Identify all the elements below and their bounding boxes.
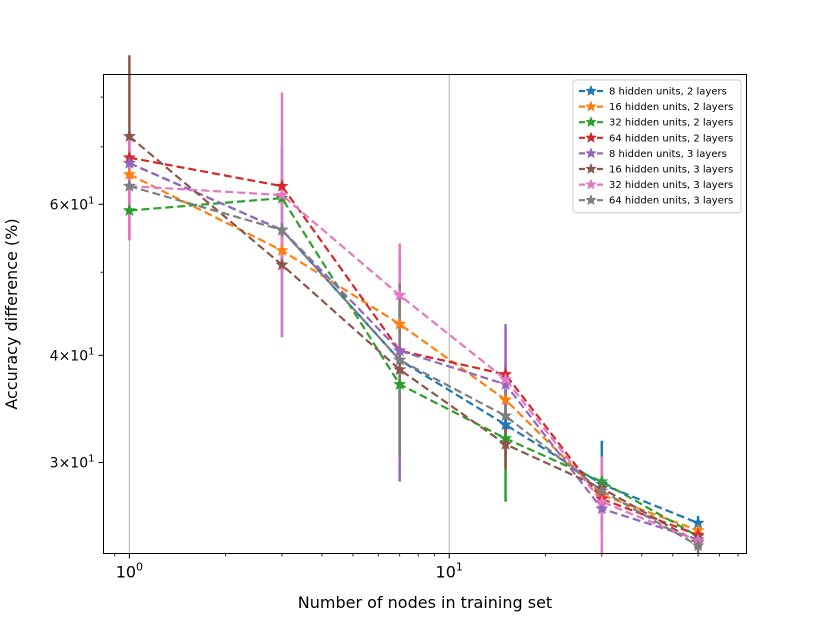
series-line-2 bbox=[129, 196, 699, 538]
legend: 8 hidden units, 2 layers 16 hidden units,… bbox=[572, 79, 742, 214]
legend-entry-7: 64 hidden units, 3 layers bbox=[609, 196, 733, 207]
series-line-layer bbox=[128, 135, 699, 547]
series-line-3 bbox=[129, 156, 699, 536]
legend-marker-4 bbox=[585, 147, 597, 159]
y-axis-label: Accuracy difference (%) bbox=[2, 218, 21, 409]
x-tick-label-0: 100 bbox=[116, 561, 143, 582]
x-tick-label-1: 101 bbox=[436, 561, 463, 582]
legend-marker-5 bbox=[585, 162, 597, 174]
series-line-5 bbox=[128, 135, 699, 544]
tick-layer: 100 101 3×101 4×101 6×101 bbox=[50, 96, 739, 582]
plot-frame bbox=[103, 74, 747, 554]
marker-s0-p3 bbox=[499, 417, 513, 431]
marker-s1-p0 bbox=[122, 167, 136, 180]
marker-s6-p2 bbox=[393, 288, 407, 301]
marker-s4-p0 bbox=[122, 156, 136, 169]
legend-marker-7 bbox=[585, 194, 597, 206]
marker-s6-p3 bbox=[499, 372, 513, 385]
legend-entry-1: 16 hidden units, 2 layers bbox=[609, 102, 733, 113]
marker-s5-p0 bbox=[122, 129, 136, 142]
y-tick-label-2: 6×101 bbox=[50, 195, 95, 213]
marker-s6-p1 bbox=[275, 188, 289, 201]
marker-s4-p3 bbox=[499, 377, 513, 390]
marker-s7-p2 bbox=[393, 353, 407, 366]
legend-entry-6: 32 hidden units, 3 layers bbox=[609, 180, 733, 191]
legend-marker-0 bbox=[585, 84, 597, 96]
legend-entry-2: 32 hidden units, 2 layers bbox=[609, 118, 733, 129]
legend-entry-5: 16 hidden units, 3 layers bbox=[609, 165, 733, 176]
legend-marker-3 bbox=[585, 131, 597, 143]
legend-marker-6 bbox=[585, 178, 597, 190]
marker-s5-p3 bbox=[499, 437, 513, 450]
series-line-6 bbox=[129, 184, 699, 543]
marker-s7-p5 bbox=[691, 538, 705, 552]
x-axis-label: Number of nodes in training set bbox=[298, 593, 552, 612]
marker-s2-p0 bbox=[122, 203, 136, 217]
marker-s7-p4 bbox=[595, 484, 609, 497]
marker-s7-p1 bbox=[275, 223, 289, 236]
marker-s5-p2 bbox=[393, 362, 407, 376]
legend-marker-2 bbox=[585, 116, 597, 128]
y-tick-label-1: 4×101 bbox=[50, 346, 95, 364]
marker-layer bbox=[122, 129, 705, 552]
marker-s7-p3 bbox=[499, 409, 513, 422]
marker-s6-p4 bbox=[595, 494, 609, 508]
y-tick-label-0: 3×101 bbox=[50, 454, 95, 472]
marker-s2-p2 bbox=[393, 377, 407, 390]
series-line-7 bbox=[129, 185, 699, 547]
legend-entry-4: 8 hidden units, 3 layers bbox=[609, 149, 727, 160]
legend-entry-0: 8 hidden units, 2 layers bbox=[609, 87, 727, 98]
legend-marker-1 bbox=[585, 100, 597, 112]
marker-s5-p1 bbox=[275, 257, 289, 271]
marker-s7-p0 bbox=[122, 179, 136, 192]
series-line-4 bbox=[128, 162, 699, 541]
legend-box bbox=[572, 79, 742, 214]
legend-entry-3: 64 hidden units, 2 layers bbox=[609, 133, 733, 144]
marker-s4-p4 bbox=[595, 501, 609, 515]
marker-s1-p3 bbox=[499, 392, 513, 406]
marker-s1-p2 bbox=[393, 317, 407, 330]
marker-s1-p1 bbox=[275, 243, 289, 257]
